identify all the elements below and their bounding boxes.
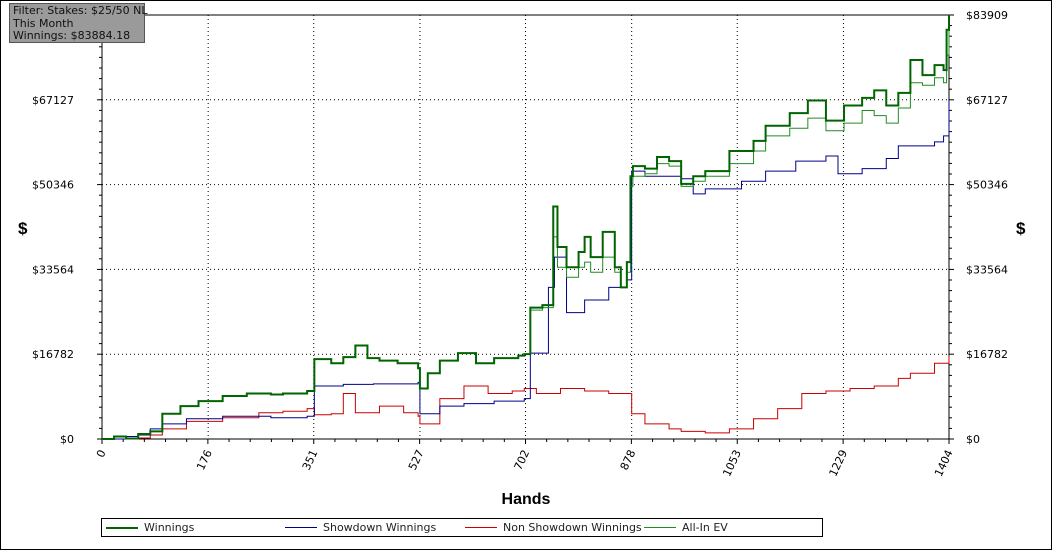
x-tick-label: 527 — [406, 448, 427, 473]
y-tick-label-right: $50346 — [966, 179, 1008, 192]
y-tick-label-right: $67127 — [966, 94, 1008, 107]
y-tick-label-left: $33564 — [32, 263, 74, 276]
legend-item-non-showdown: Non Showdown Winnings — [465, 520, 642, 535]
x-tick-label: 1404 — [932, 448, 956, 479]
y-tick-label-right: $33564 — [966, 263, 1008, 276]
legend-label: Showdown Winnings — [323, 521, 437, 534]
legend-label: Non Showdown Winnings — [503, 521, 642, 534]
y-axis-label-right: $ — [1016, 219, 1026, 238]
series-line-showdown-winnings — [102, 100, 950, 440]
legend-label: Winnings — [144, 521, 195, 534]
period-text: This Month — [13, 16, 74, 30]
y-tick-label-right: $83909 — [966, 9, 1008, 22]
winnings-text: Winnings: $83884.18 — [13, 29, 131, 42]
x-tick-label: 176 — [194, 448, 215, 473]
legend-swatch — [285, 527, 317, 528]
y-tick-label-left: $50346 — [32, 179, 74, 192]
x-tick-label: 1053 — [720, 448, 744, 479]
legend-item-showdown: Showdown Winnings — [285, 520, 436, 535]
y-tick-label-right: $0 — [966, 433, 980, 446]
x-tick-label: 1229 — [827, 448, 851, 479]
y-tick-label-left: $67127 — [32, 94, 74, 107]
legend-swatch — [106, 526, 138, 529]
x-tick-label: 702 — [512, 448, 533, 473]
series-line-winnings — [102, 15, 950, 440]
x-tick-label: 0 — [94, 448, 109, 460]
y-axis-label-left: $ — [18, 219, 28, 238]
y-tick-label-right: $16782 — [966, 348, 1008, 361]
x-tick-label: 351 — [300, 448, 321, 473]
y-tick-label-left: $16782 — [32, 348, 74, 361]
series-line-non-showdown-winnings — [102, 355, 950, 440]
y-tick-label-left: $0 — [60, 433, 74, 446]
legend-swatch — [644, 527, 676, 528]
legend-label: All-In EV — [682, 521, 728, 534]
x-axis-label: Hands — [501, 491, 551, 508]
filter-text: Filter: Stakes: $25/50 NL — [13, 4, 148, 17]
chart-legend: Winnings Showdown Winnings Non Showdown … — [101, 518, 823, 537]
legend-item-winnings: Winnings — [106, 520, 194, 535]
filter-info-box: Filter: Stakes: $25/50 NL This Month Win… — [9, 3, 148, 43]
x-tick-label: 878 — [618, 448, 639, 473]
legend-item-allin-ev: All-In EV — [644, 520, 728, 535]
legend-swatch — [465, 527, 497, 528]
